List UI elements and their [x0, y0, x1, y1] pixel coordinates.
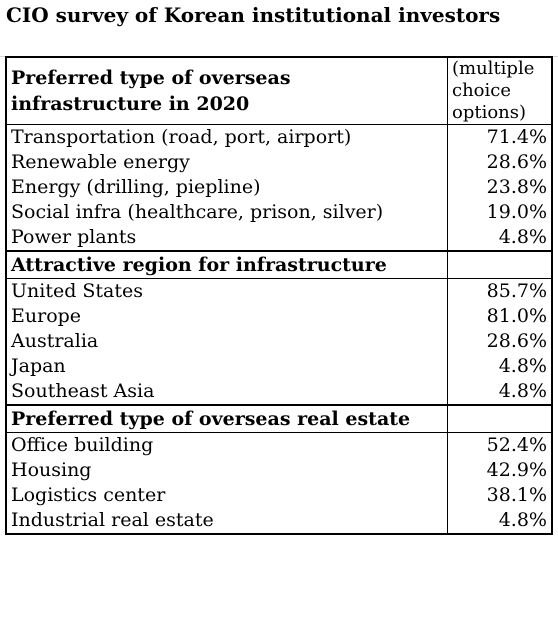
row-value: 71.4%: [447, 124, 553, 150]
row-value: 81.0%: [447, 304, 553, 329]
row-value: 23.8%: [447, 175, 553, 200]
row-value: 28.6%: [447, 150, 553, 175]
spreadsheet-empty-row: [0, 30, 558, 57]
note-line: options): [452, 102, 527, 123]
multiple-choice-note: (multiple choice options): [447, 56, 553, 125]
row-value: 85.7%: [447, 278, 553, 304]
table-row: Office building 52.4%: [5, 432, 553, 458]
row-label: Transportation (road, port, airport): [5, 124, 448, 150]
row-value: 4.8%: [447, 508, 553, 535]
row-label: United States: [5, 278, 448, 304]
table-row: Renewable energy 28.6%: [5, 150, 553, 175]
row-value: 4.8%: [447, 225, 553, 252]
table-row: Housing 42.9%: [5, 458, 553, 483]
row-label: Social infra (healthcare, prison, silver…: [5, 200, 448, 225]
row-label: Office building: [5, 432, 448, 458]
row-value: 42.9%: [447, 458, 553, 483]
row-value: 4.8%: [447, 379, 553, 406]
section-header-blank: [447, 251, 553, 279]
section-header-row: Preferred type of overseas infrastructur…: [5, 56, 553, 125]
note-line: choice: [452, 80, 512, 101]
row-label: Energy (drilling, piepline): [5, 175, 448, 200]
row-value: 19.0%: [447, 200, 553, 225]
row-label: Europe: [5, 304, 448, 329]
section-header: Attractive region for infrastructure: [5, 251, 448, 279]
table-row: Europe 81.0%: [5, 304, 553, 329]
row-label: Renewable energy: [5, 150, 448, 175]
row-value: 4.8%: [447, 354, 553, 379]
section-header-line: infrastructure in 2020: [11, 93, 250, 115]
section-header-row: Preferred type of overseas real estate: [5, 405, 553, 433]
row-value: 52.4%: [447, 432, 553, 458]
row-label: Japan: [5, 354, 448, 379]
table-row: Logistics center 38.1%: [5, 483, 553, 508]
row-label: Australia: [5, 329, 448, 354]
section-header-line: Preferred type of overseas: [11, 67, 291, 89]
row-value: 38.1%: [447, 483, 553, 508]
row-label: Power plants: [5, 225, 448, 252]
row-value: 28.6%: [447, 329, 553, 354]
table-row: Japan 4.8%: [5, 354, 553, 379]
table-row: United States 85.7%: [5, 278, 553, 304]
section-header-row: Attractive region for infrastructure: [5, 251, 553, 279]
section-header-blank: [447, 405, 553, 433]
table-row: Australia 28.6%: [5, 329, 553, 354]
table-row: Industrial real estate 4.8%: [5, 508, 553, 535]
table-row: Social infra (healthcare, prison, silver…: [5, 200, 553, 225]
row-label: Logistics center: [5, 483, 448, 508]
table-row: Energy (drilling, piepline) 23.8%: [5, 175, 553, 200]
note-line: (multiple: [452, 58, 535, 79]
survey-title: CIO survey of Korean institutional inves…: [6, 3, 501, 27]
survey-table: Preferred type of overseas infrastructur…: [5, 56, 553, 535]
table-row: Power plants 4.8%: [5, 225, 553, 252]
row-label: Industrial real estate: [5, 508, 448, 535]
section-header: Preferred type of overseas infrastructur…: [5, 56, 448, 125]
table-row: Southeast Asia 4.8%: [5, 379, 553, 406]
row-label: Housing: [5, 458, 448, 483]
table-row: Transportation (road, port, airport) 71.4…: [5, 124, 553, 150]
row-label: Southeast Asia: [5, 379, 448, 406]
section-header: Preferred type of overseas real estate: [5, 405, 448, 433]
